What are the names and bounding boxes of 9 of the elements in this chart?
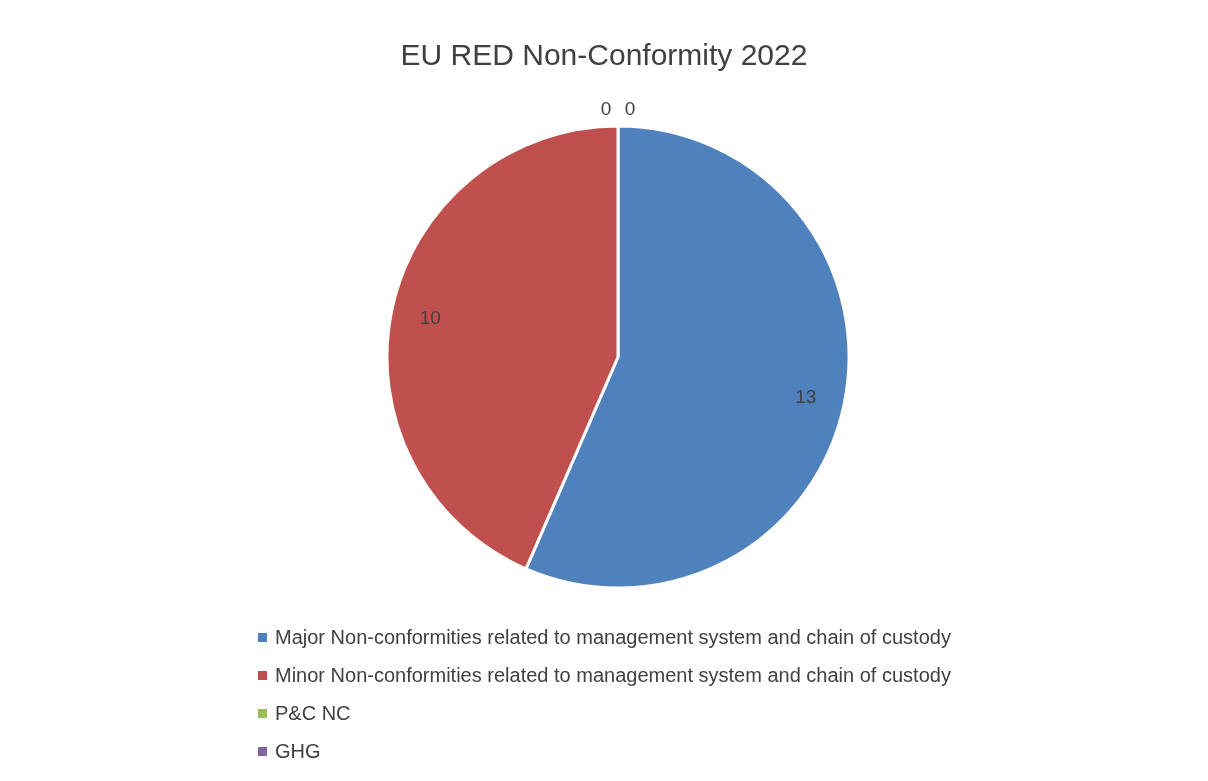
text: 0 [624,97,636,119]
data-label: 10 [419,307,441,329]
legend-label: GHG [275,739,321,763]
chart-title: EU RED Non-Conformity 2022 [399,37,809,73]
legend-label: Major Non-conformities related to management system and chain of custody [275,625,951,649]
legend-label: Minor Non-conformities related to management system and chain of custody [275,663,951,687]
data-label: 13 [795,385,817,407]
legend-label: P&C NC [275,701,351,725]
text: 0 [600,97,612,119]
